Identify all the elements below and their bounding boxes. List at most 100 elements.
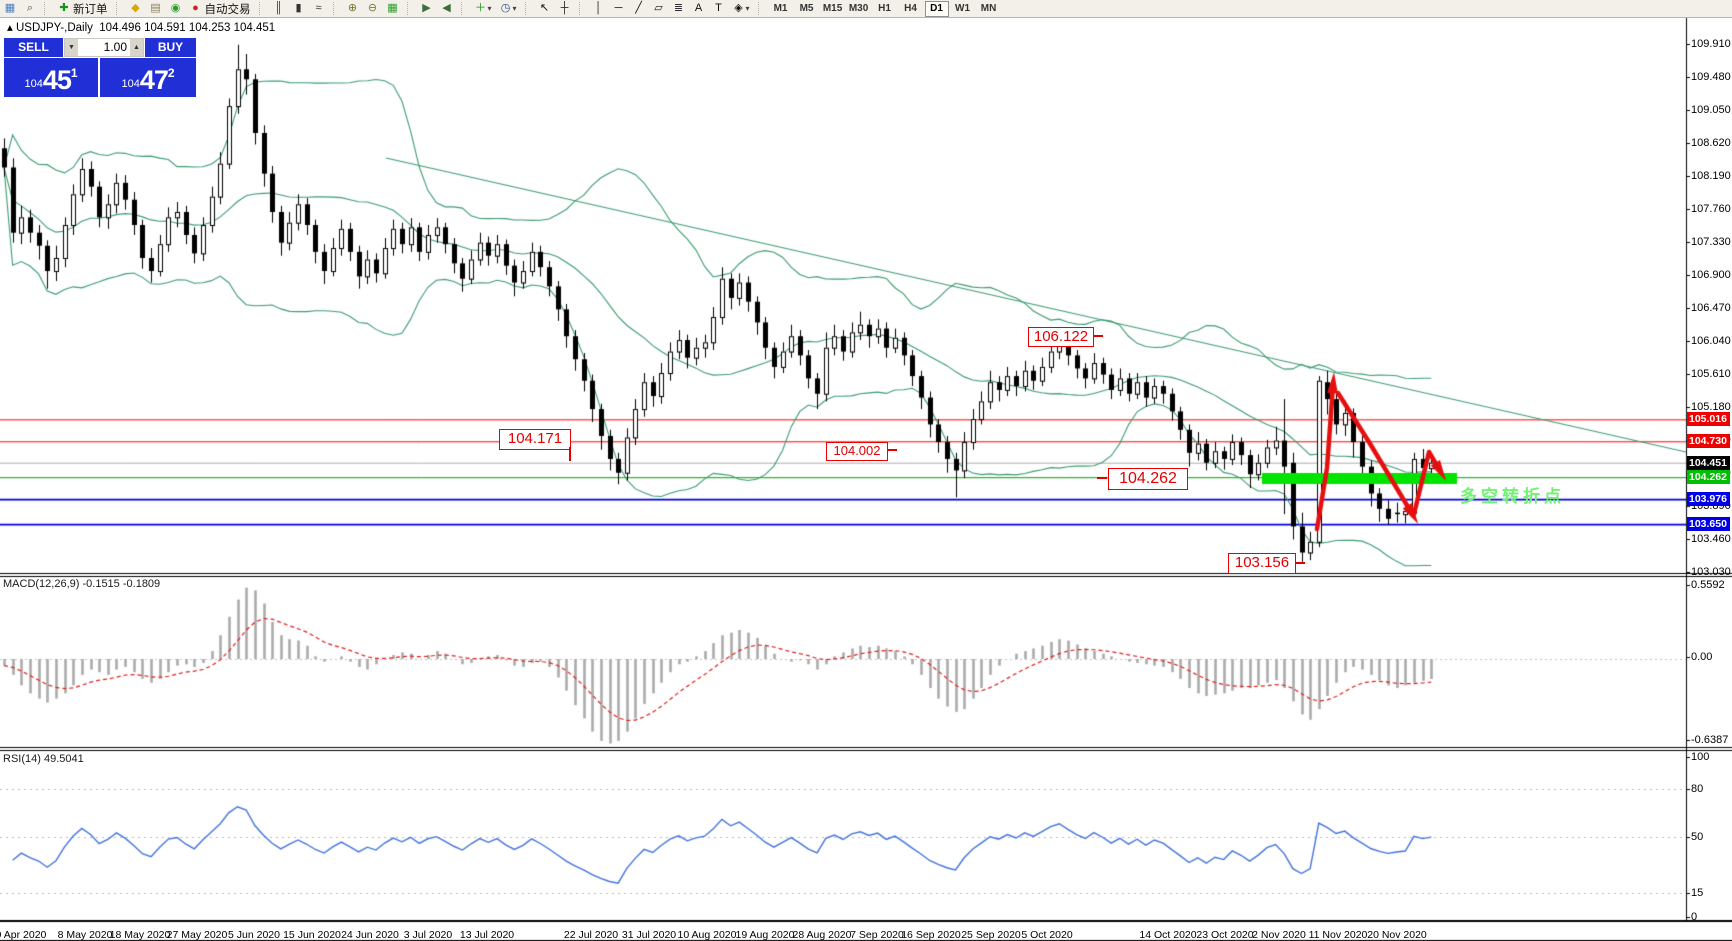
auto-scroll-icon: ▶ (422, 2, 431, 14)
styler-icon[interactable]: ◆ (127, 0, 145, 17)
timeframe-m30-button[interactable]: M30 (848, 2, 869, 14)
timeframe-h4-button[interactable]: H4 (904, 2, 917, 14)
new-chart-icon[interactable]: ▦ (1, 0, 19, 17)
candle-chart-icon[interactable]: ▮ (290, 0, 308, 17)
price-axis-tick-label: 108.620 (1691, 136, 1731, 149)
date-axis-label: 27 May 2020 (166, 929, 228, 941)
timeframe-mn-button[interactable]: MN (980, 2, 997, 14)
trendline-icon[interactable]: ╱ (630, 0, 648, 17)
chart-preview-icon[interactable]: ⌕ (21, 0, 39, 17)
crosshair-icon[interactable]: ┼ (556, 0, 574, 17)
ohlc-low: 104.253 (188, 22, 231, 34)
ohlc-open: 104.496 (99, 22, 141, 34)
price-note-label[interactable]: 106.122 (1028, 327, 1094, 347)
channel-icon: ▱ (654, 2, 663, 14)
price-axis-tick-label: 107.330 (1691, 235, 1731, 248)
rsi-axis-tick-label: 80 (1691, 783, 1704, 795)
price-note-label[interactable]: 104.002 (826, 442, 888, 461)
sell-button[interactable]: SELL (4, 38, 63, 57)
price-axis-tick-label: 106.470 (1691, 301, 1731, 314)
new-order-button-label: 新订单 (73, 3, 108, 16)
rsi-axis-tick-label: 15 (1691, 887, 1704, 899)
main-toolbar: ▦ ⌕ ✚ 新订单 ◆ ▤ ◉ ● 自动交易 ║ ▮ ≈ ⊕ ⊖ ▦ ▶ ◀ ＋ ▾ ◷ ▾ ↖ ┼ │ ─ ╱ ▱ ≣ A T ◈ ▾ M1 M… (0, 0, 1732, 18)
macd-axis-tick-label: 0.00 (1691, 651, 1713, 663)
date-axis-label: 3 Jul 2020 (403, 929, 453, 941)
auto-trading-button[interactable]: ● 自动交易 (187, 0, 254, 17)
chart-shift-icon[interactable]: ◀ (438, 0, 456, 17)
date-axis-label: 10 Aug 2020 (677, 929, 737, 941)
tile-windows-icon: ▦ (387, 2, 398, 14)
timeframe-m15-button[interactable]: M15 (822, 2, 843, 14)
toolbar-separator (578, 2, 587, 15)
cursor-icon[interactable]: ↖ (536, 0, 554, 17)
zoom-out-icon[interactable]: ⊖ (364, 0, 382, 17)
toolbar-separator (258, 2, 267, 15)
date-axis-label: 16 Sep 2020 (901, 929, 961, 941)
price-note-anchor (1093, 335, 1103, 337)
buy-button[interactable]: BUY (145, 38, 196, 57)
one-click-trading-panel: SELL ▼ 1.00 ▲ BUY 104 45 1 104 47 2 (4, 38, 196, 97)
volume-input[interactable]: 1.00 (78, 39, 130, 56)
bar-chart-icon[interactable]: ║ (270, 0, 288, 17)
timeframe-m5-button[interactable]: M5 (799, 2, 814, 14)
date-axis-label: 25 Sep 2020 (961, 929, 1021, 941)
text-icon[interactable]: A (690, 0, 708, 17)
volume-increase-button[interactable]: ▲ (130, 39, 143, 56)
sell-price-button[interactable]: 104 45 1 (4, 58, 98, 97)
hline-icon[interactable]: ─ (610, 0, 628, 17)
date-axis-label: 14 Oct 2020 (1139, 929, 1197, 941)
timeframe-w1-button[interactable]: W1 (955, 2, 971, 14)
zoom-in-icon: ⊕ (347, 2, 358, 14)
volume-decrease-button[interactable]: ▼ (65, 39, 78, 56)
candle-chart-icon: ▮ (295, 2, 302, 14)
date-axis-label: 18 May 2020 (109, 929, 171, 941)
date-axis-label: 2 Nov 2020 (1252, 929, 1306, 941)
toolbar-separator (460, 2, 469, 15)
new-order-button[interactable]: ✚ 新订单 (55, 0, 111, 17)
arrows-icon: ◈ (734, 2, 743, 14)
data-window-icon[interactable]: ▤ (147, 0, 165, 17)
ohlc-close: 104.451 (233, 22, 276, 34)
toolbar-separator (757, 2, 766, 15)
date-axis-label: 7 Sep 2020 (850, 929, 904, 941)
vline-icon: │ (595, 2, 602, 14)
price-note-label[interactable]: 104.171 (499, 429, 571, 450)
timeframe-h1-button[interactable]: H1 (878, 2, 891, 14)
timeframe-d1-button[interactable]: D1 (924, 0, 949, 17)
price-axis-tick-label: 105.610 (1691, 367, 1731, 380)
trendline-icon: ╱ (635, 2, 642, 14)
tile-windows-icon[interactable]: ▦ (384, 0, 402, 17)
text-label-icon[interactable]: T (710, 0, 728, 17)
price-note-label[interactable]: 104.262 (1108, 468, 1188, 490)
date-axis-label: 5 Jun 2020 (228, 929, 280, 941)
channel-icon[interactable]: ▱ (650, 0, 668, 17)
price-axis-tick-label: 103.030 (1691, 565, 1731, 578)
macd-axis-tick-label: 0.5592 (1691, 579, 1725, 591)
date-axis-label: 22 Jul 2020 (563, 929, 619, 941)
market-watch-icon[interactable]: ◉ (167, 0, 185, 17)
price-note-anchor (887, 449, 897, 451)
price-note-anchor (1295, 562, 1305, 564)
toolbar-separator (524, 2, 533, 15)
fibonacci-icon[interactable]: ≣ (670, 0, 688, 17)
bull-bear-turning-point-note[interactable]: 多空转折点 (1460, 487, 1565, 506)
price-level-badge: 103.976 (1687, 492, 1730, 507)
date-axis-label: 20 Nov 2020 (1367, 929, 1427, 941)
price-note-label[interactable]: 103.156 (1228, 553, 1296, 574)
period-icon[interactable]: ◷ ▾ (497, 0, 520, 17)
rsi-axis-tick-label: 100 (1691, 751, 1710, 763)
add-indicator-icon[interactable]: ＋ ▾ (472, 0, 495, 17)
cursor-icon: ↖ (539, 2, 550, 14)
buy-price-button[interactable]: 104 47 2 (100, 58, 196, 97)
vline-icon[interactable]: │ (590, 0, 608, 17)
timeframe-m1-button[interactable]: M1 (773, 2, 788, 14)
price-axis-tick-label: 109.050 (1691, 103, 1731, 116)
zoom-in-icon[interactable]: ⊕ (344, 0, 362, 17)
sell-price-sup: 1 (70, 66, 78, 80)
auto-scroll-icon[interactable]: ▶ (418, 0, 436, 17)
toolbar-separator (115, 2, 124, 15)
line-chart-icon[interactable]: ≈ (310, 0, 328, 17)
arrows-icon[interactable]: ◈ ▾ (730, 0, 753, 17)
line-chart-icon: ≈ (315, 2, 322, 14)
